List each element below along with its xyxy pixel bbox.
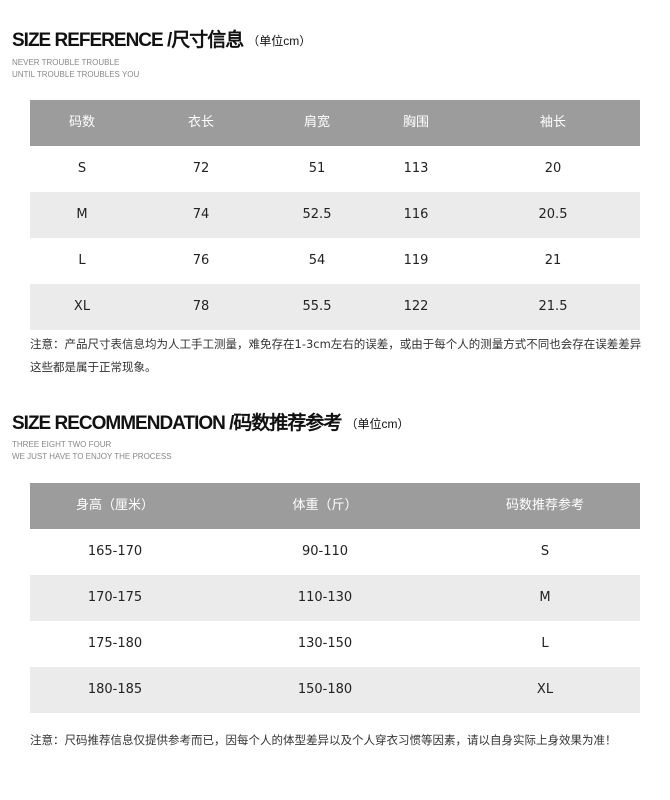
reference-subtitle: NEVER TROUBLE TROUBLE UNTIL TROUBLE TROUB… xyxy=(12,57,139,81)
table-cell: 78 xyxy=(134,284,268,330)
table-row: M 74 52.5 116 20.5 xyxy=(30,192,640,238)
size-reference-title: SIZE REFERENCE /尺寸信息 （单位cm） xyxy=(12,31,311,51)
table-cell: 20 xyxy=(544,161,562,176)
table-cell: XL xyxy=(30,284,134,330)
column-header: 衣长 xyxy=(134,100,268,146)
size-recommendation-table: 身高（厘米） 体重（斤） 码数推荐参考 165-170 90-110 S 170-175 11… xyxy=(30,483,640,713)
unit-label: （单位cm） xyxy=(247,34,312,48)
column-header: 体重（斤） xyxy=(200,483,450,529)
table-cell: 90-110 xyxy=(301,544,349,559)
title-text: SIZE REFERENCE /尺寸信息 xyxy=(12,30,244,51)
column-header: 身高（厘米） xyxy=(30,483,200,529)
table-cell: 20.5 xyxy=(466,192,640,238)
table-cell: M xyxy=(30,192,134,238)
table-row: L 76 54 119 21 xyxy=(30,238,640,284)
size-reference-table: 码数 衣长 肩宽 胸围 袖长 S 72 51 113 20 M 74 52.5 116 20.5 L 76 54 1… xyxy=(30,100,640,330)
column-header: 码数推荐参考 xyxy=(450,483,640,529)
table-row: 180-185 150-180 XL xyxy=(30,667,640,713)
table-cell: L xyxy=(541,636,549,651)
subtitle-line: WE JUST HAVE TO ENJOY THE PROCESS xyxy=(12,452,172,461)
column-header: 袖长 xyxy=(466,100,640,146)
table-row: 170-175 110-130 M xyxy=(30,575,640,621)
table-cell: 54 xyxy=(308,253,326,268)
table-cell: 21 xyxy=(544,253,562,268)
table-cell: 74 xyxy=(134,192,268,238)
table-cell: 180-185 xyxy=(30,667,200,713)
unit-label: （单位cm） xyxy=(345,417,410,431)
column-header: 胸围 xyxy=(366,100,466,146)
table-cell: 110-130 xyxy=(200,575,450,621)
table-row: 175-180 130-150 L xyxy=(30,621,640,667)
table-cell: 175-180 xyxy=(87,636,143,651)
recommendation-subtitle: THREE EIGHT TWO FOUR WE JUST HAVE TO ENJO… xyxy=(12,439,172,463)
subtitle-line: THREE EIGHT TWO FOUR xyxy=(12,440,112,449)
table-cell: 165-170 xyxy=(87,544,143,559)
table-cell: L xyxy=(78,253,86,268)
title-text: SIZE RECOMMENDATION /码数推荐参考 xyxy=(12,413,342,434)
table-cell: 21.5 xyxy=(466,284,640,330)
table-cell: S xyxy=(77,161,87,176)
table-cell: 52.5 xyxy=(268,192,366,238)
table-cell: 72 xyxy=(192,161,210,176)
table-cell: S xyxy=(540,544,550,559)
table-cell: 113 xyxy=(403,161,429,176)
column-header: 码数 xyxy=(30,100,134,146)
size-recommendation-title: SIZE RECOMMENDATION /码数推荐参考 （单位cm） xyxy=(12,414,409,434)
table-cell: 116 xyxy=(366,192,466,238)
table-row: XL 78 55.5 122 21.5 xyxy=(30,284,640,330)
table-cell: 119 xyxy=(403,253,429,268)
table-row: 165-170 90-110 S xyxy=(30,529,640,575)
subtitle-line: UNTIL TROUBLE TROUBLES YOU xyxy=(12,70,140,79)
table-cell: 122 xyxy=(366,284,466,330)
table-cell: 76 xyxy=(192,253,210,268)
table-cell: XL xyxy=(450,667,640,713)
column-header: 肩宽 xyxy=(268,100,366,146)
table-cell: 170-175 xyxy=(30,575,200,621)
subtitle-line: NEVER TROUBLE TROUBLE xyxy=(12,58,120,67)
reference-note: 注意：产品尺寸表信息均为人工手工测量，难免存在1-3cm左右的误差，或由于每个人… xyxy=(30,337,642,374)
table-cell: 150-180 xyxy=(200,667,450,713)
table-cell: 51 xyxy=(308,161,326,176)
table-cell: 55.5 xyxy=(268,284,366,330)
recommendation-note: 注意：尺码推荐信息仅提供参考而已，因每个人的体型差异以及个人穿衣习惯等因素，请以… xyxy=(30,733,617,747)
table-row: S 72 51 113 20 xyxy=(30,146,640,192)
table-cell: M xyxy=(450,575,640,621)
table-cell: 130-150 xyxy=(297,636,353,651)
